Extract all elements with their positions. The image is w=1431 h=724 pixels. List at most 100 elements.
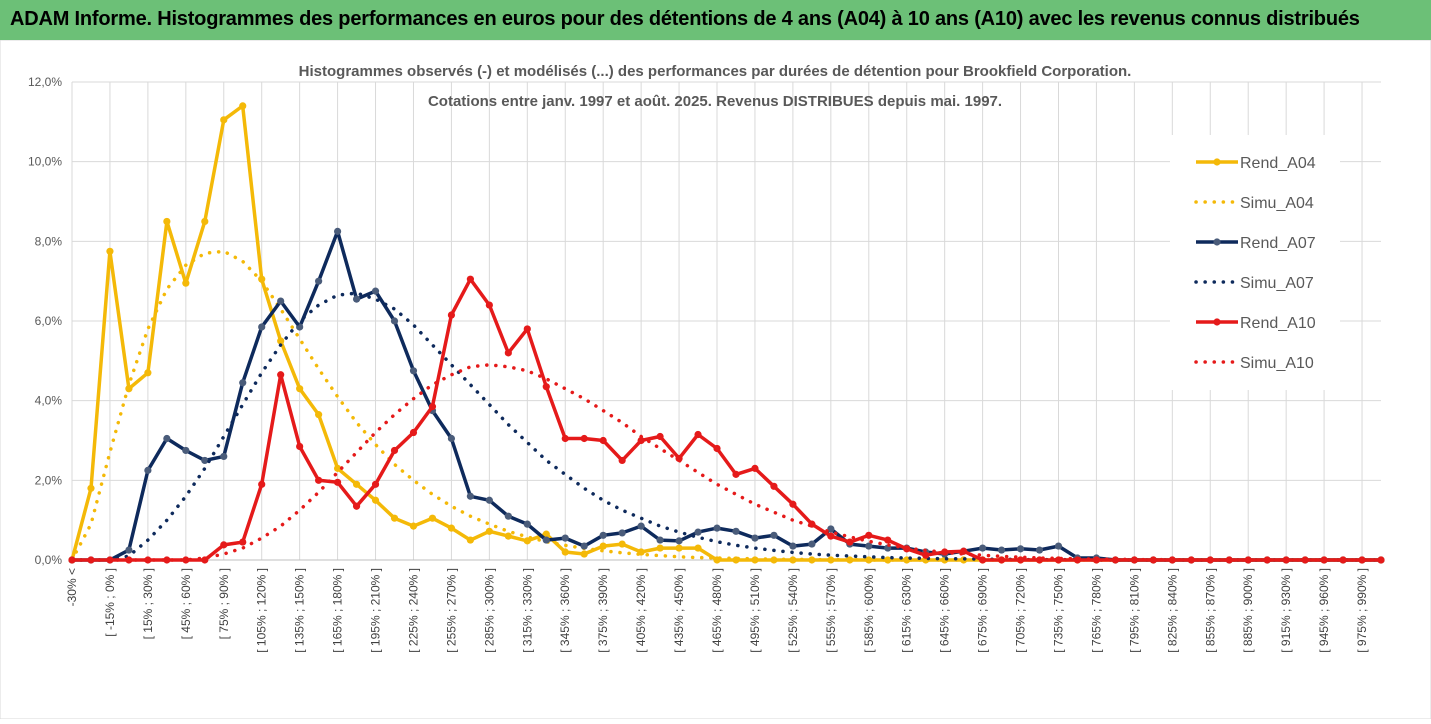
data-point [163, 556, 171, 564]
data-point [808, 540, 816, 548]
data-point [561, 534, 569, 542]
data-point [732, 527, 740, 535]
x-tick-label: [ 195% ; 210% ] [369, 568, 383, 653]
data-point [1225, 556, 1233, 564]
data-point [599, 436, 607, 445]
data-point [220, 452, 228, 461]
data-point [751, 534, 759, 542]
data-point [884, 556, 892, 564]
data-point [201, 456, 209, 465]
data-point [561, 548, 569, 556]
y-tick-label: 10,0% [28, 155, 62, 169]
legend-label: Rend_A07 [1240, 235, 1316, 252]
x-tick-label: [ 45% ; 60% ] [179, 568, 193, 639]
data-point [865, 542, 873, 550]
data-point [182, 556, 190, 564]
data-point [504, 532, 512, 540]
data-point [163, 217, 171, 226]
data-point [333, 227, 342, 235]
data-point [182, 446, 190, 455]
data-point [333, 464, 342, 472]
report-header-banner: ADAM Informe. Histogrammes des performan… [0, 0, 1431, 41]
data-point [599, 542, 607, 550]
data-point [333, 478, 342, 486]
legend-item-rend-a07: Rend_A07 [1196, 235, 1316, 252]
data-point [1016, 545, 1025, 553]
data-point [390, 514, 399, 522]
x-tick-label: [ 735% ; 750% ] [1051, 568, 1065, 653]
x-tick-label: [ 945% ; 960% ] [1317, 568, 1331, 653]
data-point [770, 531, 778, 539]
data-point [428, 514, 437, 522]
data-point [637, 522, 645, 530]
data-point [997, 546, 1006, 554]
data-point [789, 500, 797, 508]
data-point [694, 528, 702, 536]
data-point [1035, 546, 1044, 554]
data-point [409, 367, 418, 375]
data-point [542, 536, 550, 544]
data-point [656, 536, 664, 544]
x-tick-label: [ 825% ; 840% ] [1165, 568, 1179, 653]
chart-area: 0,0% 2,0% 4,0% 6,0% 8,0% 10,0% 12,0% -30% < [ -… [0, 39, 1431, 720]
data-point [87, 484, 95, 492]
data-point [371, 496, 380, 504]
y-tick-label: 8,0% [35, 234, 63, 248]
data-point [618, 456, 626, 465]
data-point [201, 556, 209, 564]
x-tick-label: [ 585% ; 600% ] [862, 568, 876, 653]
data-point [979, 544, 987, 552]
x-tick-label: [ 795% ; 810% ] [1127, 568, 1141, 653]
data-point [542, 530, 550, 538]
data-point [846, 538, 854, 546]
data-point [997, 556, 1006, 564]
x-tick-label: [ 765% ; 780% ] [1089, 568, 1103, 653]
data-point [1016, 556, 1025, 564]
data-point [523, 520, 531, 528]
data-point [751, 464, 759, 472]
data-point [789, 542, 797, 550]
data-point [979, 556, 987, 564]
data-point [542, 383, 550, 391]
data-point [694, 544, 702, 552]
data-point [428, 403, 437, 411]
data-point [125, 546, 133, 554]
data-point [637, 436, 645, 445]
legend-item-simu-a04: Simu_A04 [1194, 195, 1314, 212]
data-point [580, 550, 588, 558]
series-line-simu-a10 [70, 363, 1383, 562]
x-tick-label: [ 885% ; 900% ] [1241, 568, 1255, 653]
x-tick-label: [ 555% ; 570% ] [824, 568, 838, 653]
x-tick-label: [ 915% ; 930% ] [1279, 568, 1293, 653]
data-point [1187, 556, 1195, 564]
data-point [865, 531, 873, 539]
y-tick-label: 6,0% [35, 314, 63, 328]
x-axis-ticks: -30% < [ -15% ; 0% ] [ 15% ; 30% ] [ 45% ; … [65, 568, 1369, 653]
data-point [504, 349, 512, 357]
legend-item-rend-a04: Rend_A04 [1196, 155, 1316, 172]
data-point [390, 446, 399, 455]
legend-label: Rend_A04 [1240, 155, 1316, 172]
data-point [523, 325, 531, 333]
x-tick-label: [ 405% ; 420% ] [634, 568, 648, 653]
data-point [485, 527, 493, 535]
data-point [277, 371, 285, 379]
data-point [352, 480, 361, 488]
x-tick-label: [ 975% ; 990% ] [1355, 568, 1369, 653]
legend-box [1170, 135, 1340, 390]
data-point [675, 537, 683, 545]
data-point [504, 512, 512, 520]
data-point [485, 496, 493, 504]
data-point [315, 277, 323, 285]
data-point [466, 492, 474, 500]
y-tick-label: 0,0% [35, 553, 63, 567]
x-tick-label: [ 375% ; 390% ] [596, 568, 610, 653]
legend-label: Simu_A04 [1240, 195, 1314, 212]
data-point [352, 502, 361, 510]
x-tick-label: [ 105% ; 120% ] [255, 568, 269, 653]
data-point [371, 480, 380, 488]
data-point [694, 430, 702, 439]
series-lines [68, 102, 1385, 564]
line-chart: 0,0% 2,0% 4,0% 6,0% 8,0% 10,0% 12,0% -30% < [ -… [0, 39, 1431, 720]
data-point [485, 301, 493, 309]
